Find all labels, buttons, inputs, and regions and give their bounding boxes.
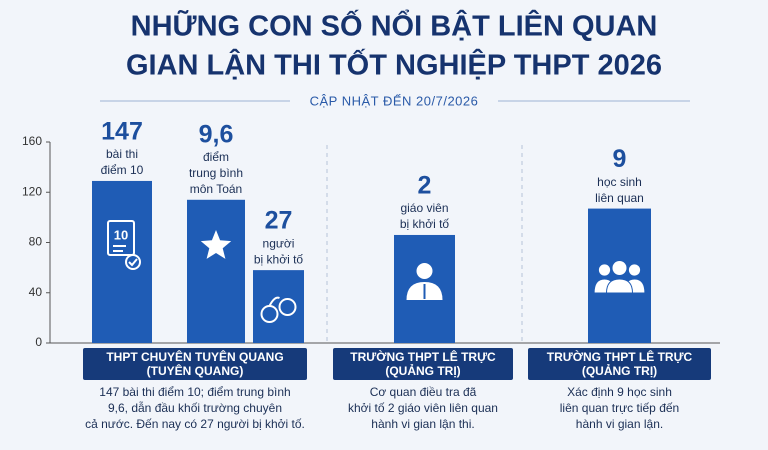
group-header: (TUYÊN QUANG) (147, 363, 244, 378)
icon (200, 230, 232, 259)
annotation-number: 2 (418, 172, 432, 200)
annotation-text: người (263, 236, 295, 250)
group-header-box (333, 348, 513, 380)
icon (593, 261, 646, 294)
bar (187, 199, 245, 343)
y-tick-label: 80 (29, 235, 43, 249)
annotation-text: bài thi (106, 147, 138, 161)
bar (92, 180, 152, 343)
annotation-text: giáo viên (400, 201, 448, 215)
icon-part (268, 296, 280, 307)
annotation-number: 9,6 (199, 120, 234, 148)
group-header: TRƯỜNG THPT LÊ TRỰC (350, 349, 496, 364)
annotation-number: 9 (613, 145, 627, 173)
group-header: TRƯỜNG THPT LÊ TRỰC (547, 349, 693, 364)
group-header-box (528, 348, 711, 380)
y-tick-label: 120 (22, 184, 42, 198)
group-description: khởi tố 2 giáo viên liên quan (348, 401, 498, 415)
annotation-text: học sinh (597, 175, 642, 189)
annotation-text: điểm (203, 150, 229, 164)
y-tick-label: 0 (35, 335, 42, 349)
icon-part (107, 220, 135, 256)
icon-part (200, 230, 232, 259)
bar (588, 208, 651, 343)
group-header: THPT CHUYÊN TUYÊN QUANG (106, 349, 283, 364)
group-header-box (83, 348, 307, 380)
y-tick-label: 40 (29, 285, 43, 299)
annotation-number: 27 (265, 207, 293, 235)
icon-part (278, 298, 297, 316)
icon (260, 296, 297, 323)
icon (406, 263, 443, 300)
annotation-text: môn Toán (190, 182, 242, 196)
group-description: cả nước. Đến nay có 27 người bị khởi tố. (85, 417, 305, 431)
annotation-text: điểm 10 (101, 163, 144, 177)
icon-part (605, 278, 634, 294)
group-description: Cơ quan điều tra đã (370, 385, 477, 399)
icon-part (416, 263, 433, 279)
annotation-text: bị khởi tố (400, 217, 450, 231)
annotation-number: 147 (101, 118, 143, 146)
icon-label: 10 (114, 227, 128, 242)
group-description: 147 bài thi điểm 10; điểm trung bình (99, 385, 290, 399)
title-line: NHỮNG CON SỐ NỔI BẬT LIÊN QUAN (131, 9, 658, 43)
group-description: hành vi gian lận. (576, 417, 663, 431)
annotation-text: trung bình (189, 166, 243, 180)
group-description: hành vi gian lận thi. (371, 417, 474, 431)
group-header: (QUẢNG TRỊ) (385, 363, 460, 378)
title-line: GIAN LẬN THI TỐT NGHIỆP THPT 2026 (126, 48, 662, 82)
icon-part (598, 264, 611, 276)
icon-part (125, 254, 141, 270)
group-description: Xác định 9 học sinh (567, 385, 672, 399)
group-description: liên quan trực tiếp đến (560, 401, 679, 415)
annotation-text: bị khởi tố (254, 252, 304, 266)
annotation-text: liên quan (595, 191, 644, 205)
icon-part (128, 258, 138, 267)
group-description: 9,6, dẫn đầu khối trường chuyên (108, 400, 282, 415)
icon-part (612, 261, 627, 275)
group-header: (QUẢNG TRỊ) (582, 363, 657, 378)
y-tick-label: 160 (22, 134, 42, 148)
subtitle: CẬP NHẬT ĐẾN 20/7/2026 (310, 93, 479, 108)
icon (107, 220, 141, 270)
icon-part (628, 264, 641, 276)
